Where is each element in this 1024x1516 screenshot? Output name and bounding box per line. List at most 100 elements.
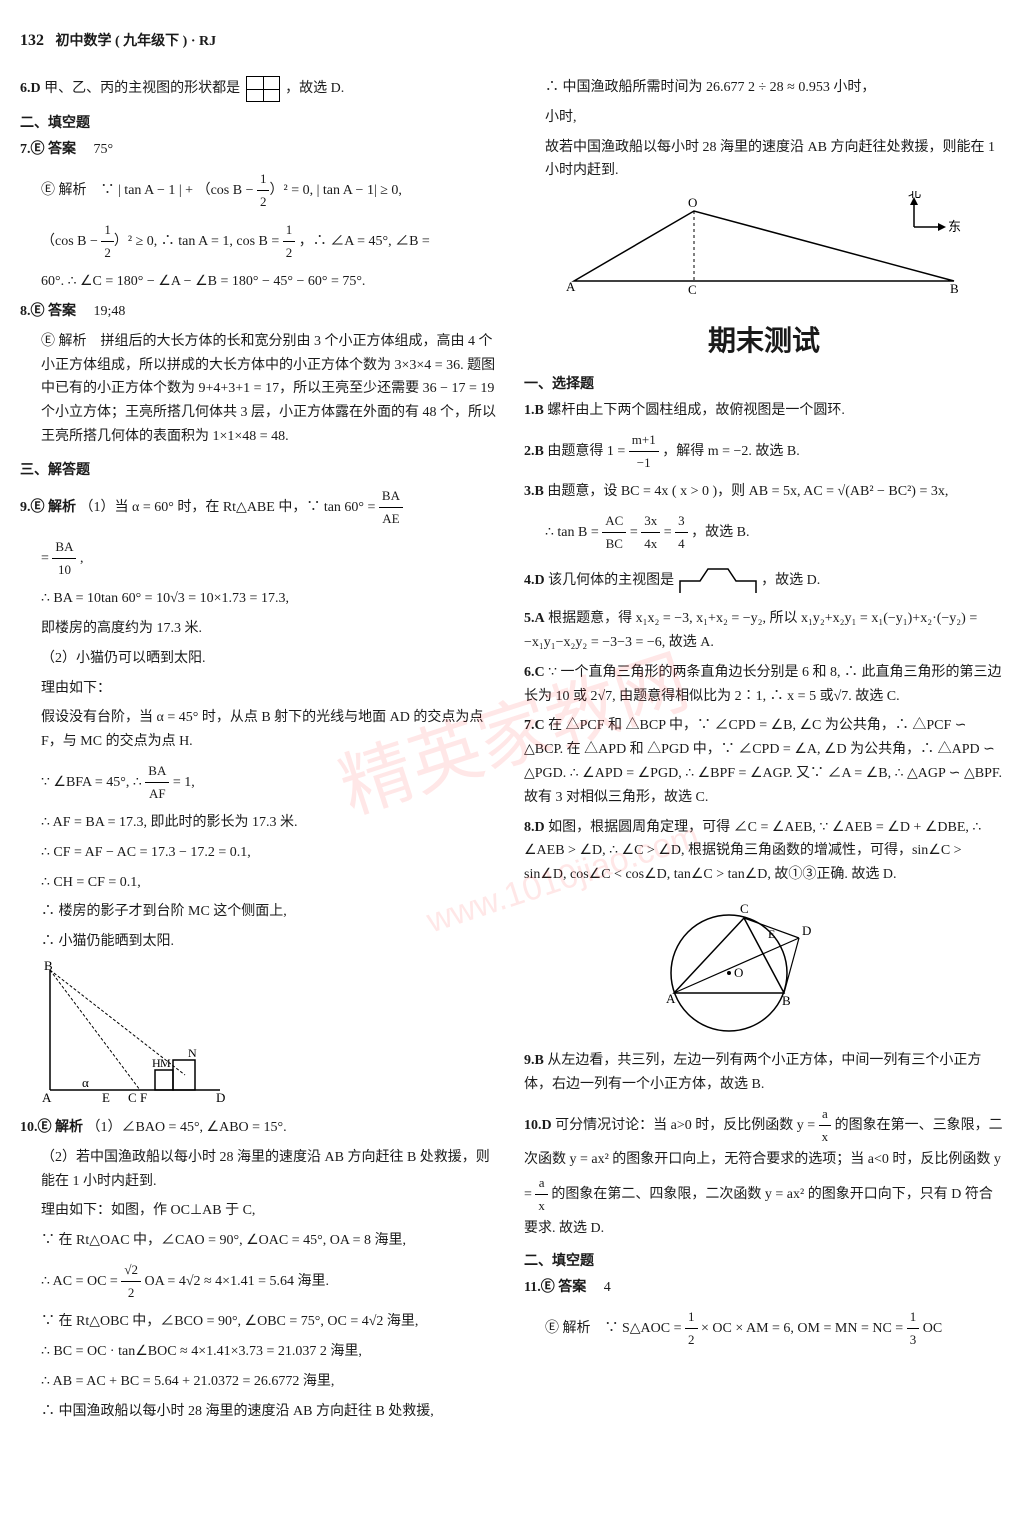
q10-p8: ∴ AB = AC + BC = 5.64 + 21.0372 = 26.677… (20, 1370, 500, 1394)
q7-p2: （cos B − 12）² ≥ 0, ∴ tan A = 1, cos B = … (20, 219, 500, 264)
section-solve: 三、解答题 (20, 459, 500, 479)
frac-n: 1 (685, 1306, 698, 1329)
tri-label-C: C (688, 282, 697, 297)
rq8-label: 8.D (524, 820, 545, 835)
rq3: 3.B 由题意，设 BC = 4x ( x > 0 )，则 AB = 5x, A… (524, 480, 1004, 504)
frac-n: a (819, 1103, 832, 1126)
rtop-p3: 故若中国渔政船以每小时 28 海里的速度沿 AB 方向赶往处救援，则能在 1 小… (524, 136, 1004, 184)
rq11-label: 11.Ⓔ 答案 (524, 1280, 586, 1295)
rq4: 4.D 该几何体的主视图是 ，故选 D. (524, 561, 1004, 601)
frac-n: AC (602, 510, 626, 533)
q9-p1eq: = (41, 551, 52, 566)
rq10-t3: 的图象在第二、四象限，二次函数 y = ax² 的图象开口向下，只有 D 符合要… (524, 1186, 993, 1235)
circ-label-A: A (666, 991, 676, 1006)
circ-label-O: O (734, 965, 743, 980)
rq10: 10.D 可分情况讨论：当 a>0 时，反比例函数 y = ax 的图象在第一、… (524, 1103, 1004, 1241)
rq5-label: 5.A (524, 611, 545, 626)
rq6: 6.C ∵ 一个直角三角形的两条直角边长分别是 6 和 8, ∴ 此直角三角形的… (524, 661, 1004, 709)
q7-p1: Ⓔ 解析 ∵ | tan A − 1 | + （cos B − 12）² = 0… (20, 168, 500, 213)
label-B: B (44, 960, 53, 973)
frac-n: a (535, 1172, 548, 1195)
frac-d: 10 (52, 559, 76, 581)
frac-d: −1 (629, 452, 659, 474)
q7-label: 7.Ⓔ 答案 (20, 142, 76, 157)
q10-p4: ∵ 在 Rt△OAC 中，∠CAO = 90°, ∠OAC = 45°, OA … (20, 1229, 500, 1253)
q9-p9: ∴ CF = AF − AC = 17.3 − 17.2 = 0.1, (20, 841, 500, 865)
q9-p6: 假设没有台阶，当 α = 45° 时，从点 B 射下的光线与地面 AD 的交点为… (20, 706, 500, 754)
label-N: N (188, 1046, 197, 1060)
q9-p3: 即楼房的高度约为 17.3 米. (20, 617, 500, 641)
q8-ans: 19;48 (94, 304, 126, 319)
section-fill-blanks: 二、填空题 (20, 112, 500, 132)
rq5-text: 根据题意，得 x₁x₂ = −3, x₁+x₂ = −y₂, 所以 x₁y₂+x… (524, 611, 977, 650)
triangle-diagram: A O C B 北 东 (554, 191, 974, 301)
page-header: 132 初中数学 ( 九年级下 ) · RJ (20, 30, 1004, 50)
q9-p7: ∵ ∠BFA = 45°, ∴ BAAF = 1, (20, 760, 500, 805)
q9-p7a: ∵ ∠BFA = 45°, ∴ (41, 775, 145, 790)
rq11-p1b: × OC × AM = 6, OM = MN = NC = (701, 1321, 907, 1336)
q10-p5b: OA = 4√2 ≈ 4×1.41 = 5.64 海里. (144, 1274, 329, 1289)
rtop-p1: ∴ 中国渔政船所需时间为 26.677 2 ÷ 28 ≈ 0.953 小时， (524, 76, 1004, 100)
frac-d: 2 (685, 1329, 698, 1351)
frac-d: 2 (121, 1282, 141, 1304)
frac-d: AF (145, 783, 169, 805)
rq8: 8.D 如图，根据圆周角定理，可得 ∠C = ∠AEB, ∵ ∠AEB = ∠D… (524, 816, 1004, 887)
circle-diagram: A B C D E O (644, 893, 824, 1043)
frac-n: 3x (641, 510, 660, 533)
q9: 9.Ⓔ 解析 （1）当 α = 60° 时，在 Rt△ABE 中，∵ tan 6… (20, 485, 500, 530)
tri-label-O: O (688, 195, 697, 210)
rq7: 7.C 在 △PCF 和 △BCP 中，∵ ∠CPD = ∠B, ∠C 为公共角… (524, 714, 1004, 809)
q7-p2a: ≥ 0, ∴ tan A = 1, cos B = (136, 234, 283, 249)
rq3-p2: ∴ tan B = ACBC = 3x4x = 34 ，故选 B. (524, 510, 1004, 555)
label-D: D (216, 1090, 225, 1105)
rq3-p2c: = (664, 525, 675, 540)
q7-p2b: ，∴ ∠A = 45°, ∠B = (299, 234, 430, 249)
q9-p12: ∴ 小猫仍能晒到太阳. (20, 930, 500, 954)
label-F: F (140, 1090, 147, 1105)
q8-answer-line: 8.Ⓔ 答案 19;48 (20, 300, 500, 324)
rq9-text: 从左边看，共三列，左边一列有两个小正方体，中间一列有三个小正方体，右边一列有一个… (524, 1053, 981, 1092)
frac-d: 4 (675, 533, 688, 555)
frac-n: 1 (907, 1306, 920, 1329)
frac-n: m+1 (629, 429, 659, 452)
frac-n: BA (145, 760, 169, 783)
rq8-text: 如图，根据圆周角定理，可得 ∠C = ∠AEB, ∵ ∠AEB = ∠D + ∠… (524, 820, 981, 883)
rq2-t1: 由题意得 1 = (547, 444, 628, 459)
q9-eq: = BA10 , (20, 536, 500, 581)
right-column: ∴ 中国渔政船所需时间为 26.677 2 ÷ 28 ≈ 0.953 小时， 小… (524, 70, 1004, 1429)
q6-text1: 甲、乙、丙的主视图的形状都是 (44, 81, 240, 96)
frac-n: BA (52, 536, 76, 559)
rq9: 9.B 从左边看，共三列，左边一列有两个小正方体，中间一列有三个小正方体，右边一… (524, 1049, 1004, 1097)
q10-p5a: ∴ AC = OC = (41, 1274, 121, 1289)
rq11: 11.Ⓔ 答案 4 (524, 1276, 1004, 1300)
q9-p11: ∴ 楼房的影子才到台阶 MC 这个侧面上, (20, 900, 500, 924)
frac-d: 3 (907, 1329, 920, 1351)
compass-north: 北 (908, 191, 921, 200)
q10-p1: （1）∠BAO = 45°, ∠ABO = 15°. (87, 1120, 287, 1135)
q9-p2: ∴ BA = 10tan 60° = 10√3 = 10×1.73 = 17.3… (20, 587, 500, 611)
rq6-label: 6.C (524, 665, 545, 680)
q9-p4: （2）小猫仍可以晒到太阳. (20, 647, 500, 671)
section-fill-blanks-r: 二、填空题 (524, 1250, 1004, 1270)
frac-d: 2 (283, 242, 296, 264)
frac-n: 3 (675, 510, 688, 533)
tri-label-A: A (566, 279, 576, 294)
page-number: 132 (20, 32, 44, 49)
tri-label-B: B (950, 281, 959, 296)
rq5: 5.A 根据题意，得 x₁x₂ = −3, x₁+x₂ = −y₂, 所以 x₁… (524, 607, 1004, 655)
frac-d: 2 (101, 242, 114, 264)
frac-n: 1 (257, 168, 270, 191)
q8-label: 8.Ⓔ 答案 (20, 304, 76, 319)
label-M: M (160, 1056, 171, 1070)
q9-p1a: （1）当 α = 60° 时，在 Rt△ABE 中，∵ tan 60° = (80, 500, 379, 515)
q10-label: 10.Ⓔ 解析 (20, 1120, 83, 1135)
q10-p5: ∴ AC = OC = √22 OA = 4√2 ≈ 4×1.41 = 5.64… (20, 1259, 500, 1304)
rq11-p1c: OC (923, 1321, 942, 1336)
rq10-t1: 可分情况讨论：当 a>0 时，反比例函数 y = (555, 1117, 819, 1132)
q9-p7b: = 1, (173, 775, 195, 790)
q10-p2: （2）若中国渔政船以每小时 28 海里的速度沿 AB 方向赶往 B 处救援，则能… (20, 1146, 500, 1194)
q7-ans: 75° (94, 142, 114, 157)
rq1-label: 1.B (524, 403, 544, 418)
circ-label-D: D (802, 923, 811, 938)
q7-p1b: = 0, | tan A − 1| ≥ 0, (291, 183, 402, 198)
